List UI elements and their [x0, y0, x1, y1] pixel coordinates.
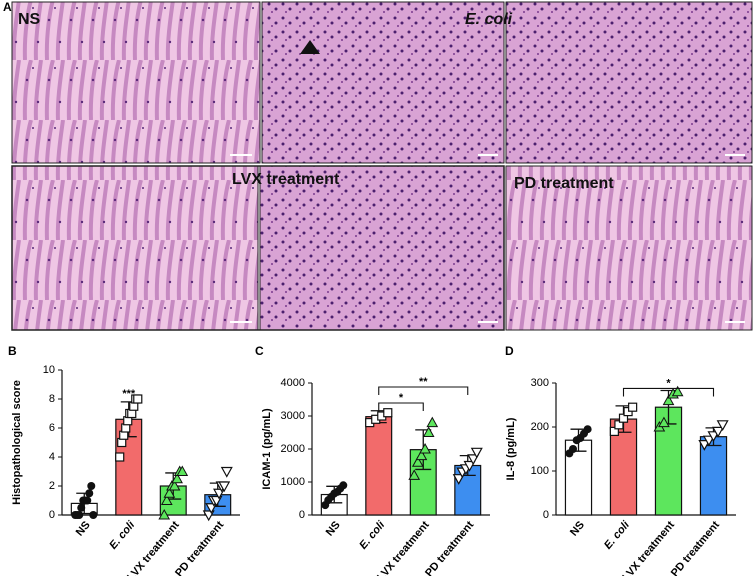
significance-bracket [622, 387, 715, 397]
y-tick-label: 0 [543, 509, 549, 521]
data-point [87, 482, 96, 490]
data-point [89, 511, 98, 519]
y-tick-label: 0 [299, 509, 305, 521]
panel-label: C [255, 344, 264, 358]
data-point [716, 420, 729, 432]
data-point [707, 431, 720, 443]
y-tick-label: 1000 [281, 476, 305, 488]
data-point [408, 469, 421, 480]
data-point [163, 487, 176, 498]
micrograph [11, 1, 261, 164]
panel-label: A [3, 0, 12, 14]
significance: * [666, 377, 671, 389]
data-point [698, 440, 711, 451]
y-tick-label: 10 [43, 364, 55, 376]
panel-label: B [8, 344, 17, 358]
micrograph [259, 165, 505, 331]
x-tick-label: E. coli [357, 518, 388, 551]
data-point [411, 456, 424, 467]
data-point [628, 402, 638, 412]
data-point [77, 503, 86, 512]
significance-bracket [378, 402, 424, 411]
panel-label: D [505, 344, 514, 358]
data-point [422, 426, 435, 437]
micrograph [11, 165, 259, 331]
micrograph [505, 1, 753, 164]
data-point [115, 452, 125, 462]
data-point [383, 408, 393, 418]
micrograph [261, 1, 505, 164]
x-tick-label: E. coli [602, 518, 633, 551]
data-point [220, 466, 233, 478]
data-point [452, 474, 465, 485]
y-tick-label: 4 [49, 451, 55, 463]
bar-chart: C ICAM-1 (pg/mL) 0 1000 2000 3000 4000 NS E. col… [255, 344, 490, 576]
y-tick-label: 200 [531, 421, 549, 433]
data-point [83, 496, 92, 505]
y-tick-label: 300 [531, 377, 549, 389]
y-tick-label: 2 [49, 480, 55, 492]
y-axis-label: Histopathological score [11, 380, 23, 505]
panel-frame [11, 165, 505, 331]
y-tick-label: 100 [531, 465, 549, 477]
micrograph [505, 165, 753, 331]
y-tick-label: 2000 [281, 443, 305, 455]
x-tick-label: PD treatment [669, 519, 722, 576]
x-tick-label: NS [74, 519, 93, 538]
data-point [671, 385, 684, 397]
data-point [658, 416, 670, 428]
x-tick-label: E. coli [107, 518, 138, 551]
y-tick-label: 3000 [281, 410, 305, 422]
data-point [467, 454, 480, 466]
data-point [463, 460, 476, 472]
significance: *** [122, 388, 136, 400]
data-point [712, 426, 725, 438]
data-point [176, 465, 189, 476]
histology-panel: A NS E. coli LVX treatment PD treatment [3, 0, 753, 331]
x-tick-label: NS [568, 519, 587, 538]
data-point [160, 494, 173, 505]
data-point [218, 481, 231, 493]
y-tick-label: 8 [49, 393, 55, 405]
data-point [662, 394, 675, 406]
y-tick-label: 4000 [281, 377, 305, 389]
group-label: E. coli [465, 11, 513, 28]
bar [365, 416, 393, 516]
group-label: NS [18, 11, 41, 28]
data-point [702, 435, 715, 447]
data-point [133, 394, 143, 404]
group-label: LVX treatment [232, 171, 340, 188]
data-point [158, 508, 171, 520]
data-point [470, 447, 483, 459]
x-tick-label: NS [324, 519, 343, 538]
y-tick-label: 0 [49, 509, 55, 521]
y-tick-label: 6 [49, 422, 55, 434]
y-axis-label: IL-8 (pg/mL) [505, 417, 517, 480]
significance: ** [419, 376, 428, 388]
significance-bracket [378, 386, 469, 395]
data-point [419, 442, 431, 454]
data-point [171, 472, 183, 484]
group-label: PD treatment [514, 175, 614, 192]
data-point [583, 425, 592, 434]
y-axis-label: ICAM-1 (pg/mL) [261, 408, 273, 490]
data-point [85, 489, 94, 498]
data-point [75, 511, 84, 519]
arrowhead [300, 40, 320, 54]
data-point [339, 481, 348, 490]
significance: * [399, 392, 404, 404]
data-point [569, 445, 578, 453]
data-point [168, 479, 181, 491]
scale-bars [230, 154, 745, 323]
bar-chart: B Histopathological score 0 2 4 6 8 10 NS E. coli… [8, 344, 240, 576]
data-point [426, 416, 439, 428]
data-point [415, 449, 428, 461]
